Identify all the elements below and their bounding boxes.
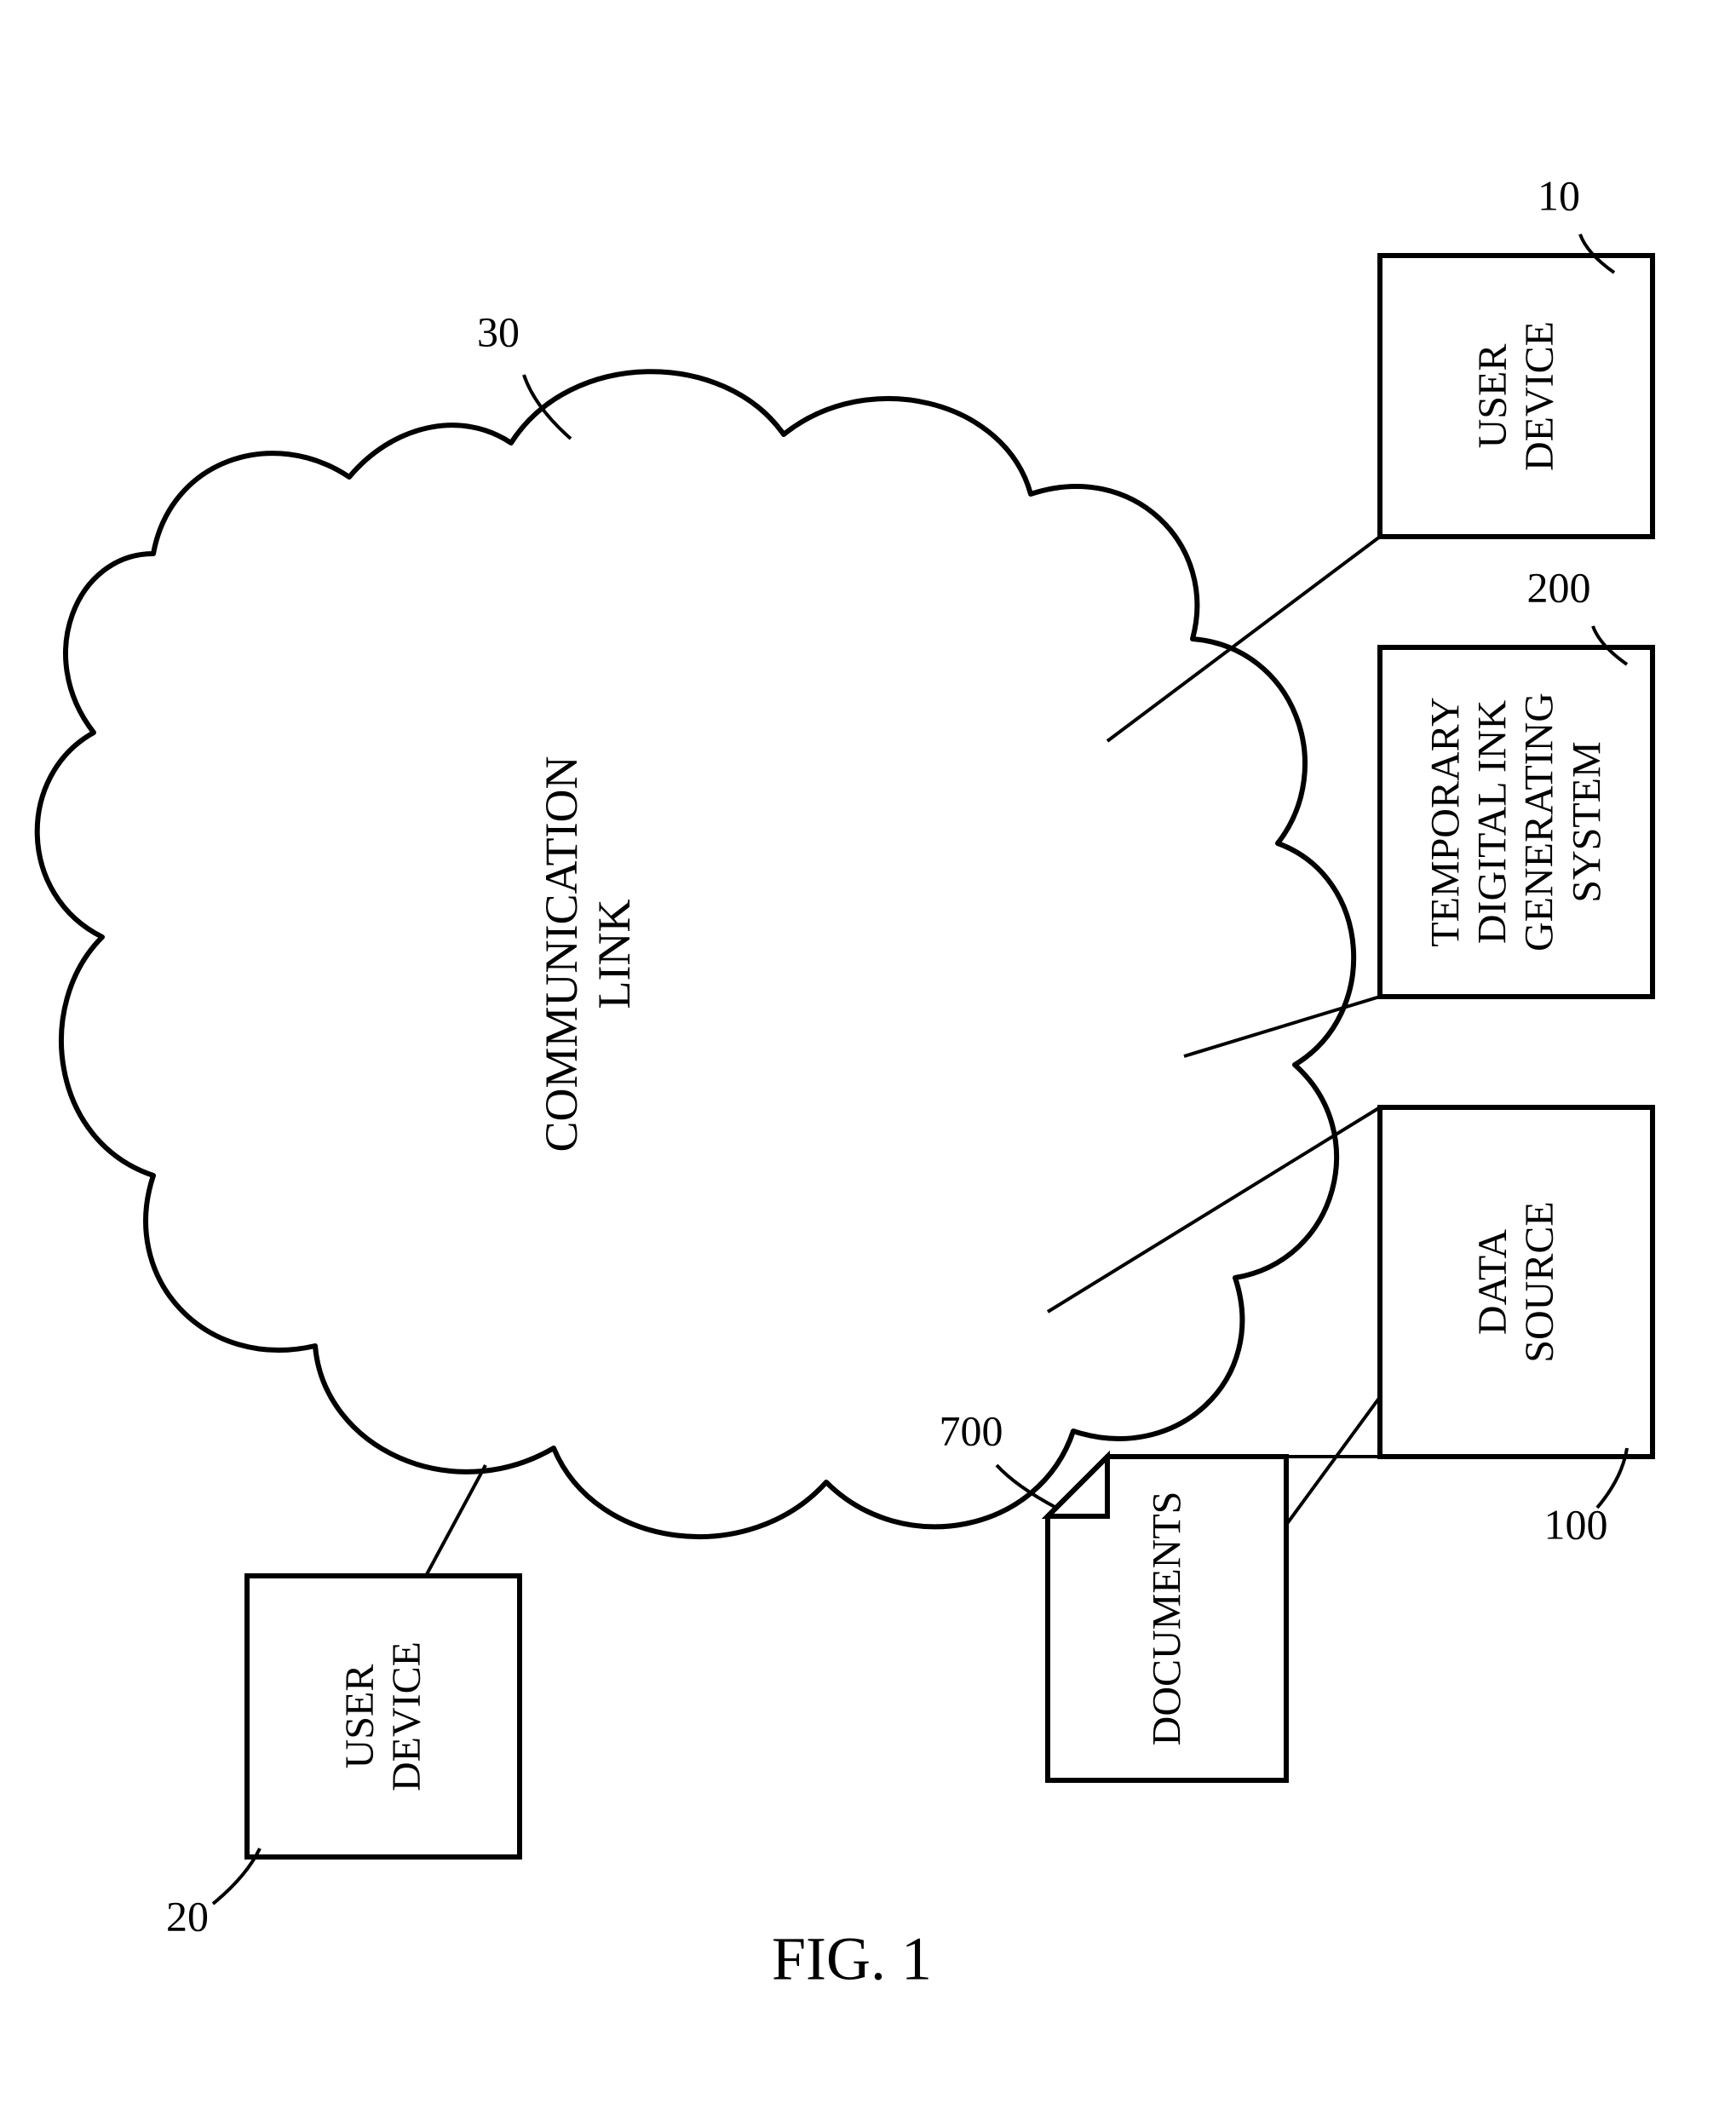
data-source-ref: 100 xyxy=(1544,1500,1608,1549)
svg-layer xyxy=(0,0,1736,2127)
ink-system-label: TEMPORARY DIGITAL INK GENERATING SYSTEM xyxy=(1423,693,1611,951)
diagram-stage: COMMUNICATION LINK 30 USER DEVICE 10 TEMPORA… xyxy=(0,0,1736,2127)
user-device-1-ref: 10 xyxy=(1538,171,1580,221)
documents-ref: 700 xyxy=(940,1406,1003,1456)
ink-system-ref: 200 xyxy=(1527,563,1591,612)
cloud-label: COMMUNICATION LINK xyxy=(535,756,641,1152)
cloud-outline xyxy=(37,371,1354,1537)
user-device-2-label: USER DEVICE xyxy=(336,1641,430,1791)
documents-label: DOCUMENTS xyxy=(1143,1492,1190,1746)
cloud-ref: 30 xyxy=(477,308,520,357)
figure-caption: FIG. 1 xyxy=(772,1924,932,1995)
user-device-2-connector xyxy=(426,1465,486,1576)
user-device-1-connector xyxy=(1107,537,1380,741)
data-source-connector xyxy=(1048,1107,1380,1312)
data-source-label: DATA SOURCE xyxy=(1469,1201,1563,1362)
user-device-1-label: USER DEVICE xyxy=(1469,321,1563,471)
user-device-2-ref: 20 xyxy=(166,1892,209,1941)
ink-system-connector xyxy=(1184,997,1380,1056)
documents-ref-leader xyxy=(997,1465,1056,1508)
documents-link-b xyxy=(1286,1397,1380,1525)
